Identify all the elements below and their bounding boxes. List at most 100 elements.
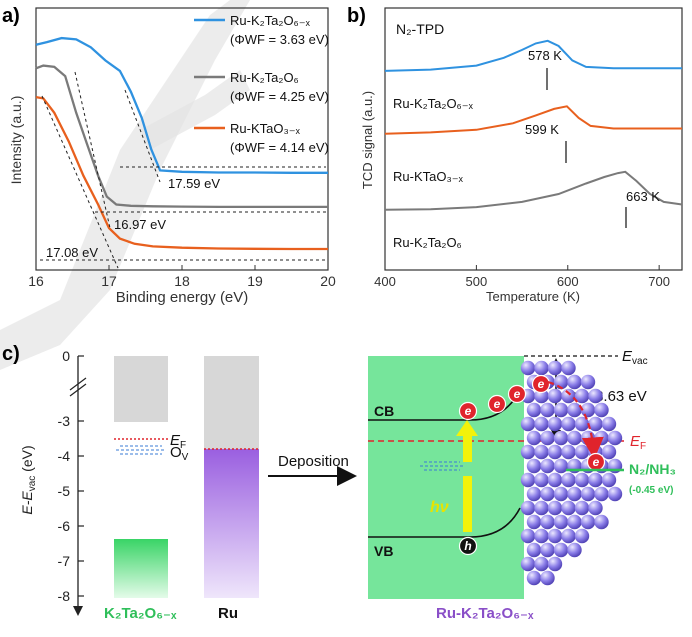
panel-b: b) TCD signal (a.u.) Temperature (K) N₂-…: [347, 5, 683, 304]
ru-upper-block: [204, 356, 259, 449]
ru-atom: [561, 444, 576, 460]
ru-atom: [567, 514, 582, 530]
ru-filled-block: [204, 449, 259, 598]
axis-break-2: [69, 383, 87, 397]
ru-atom: [534, 500, 549, 516]
ru-atom: [607, 486, 623, 502]
ytick-label: -6: [58, 518, 71, 534]
ru-atom: [520, 444, 536, 460]
ru-atom: [601, 416, 617, 432]
ytick-label: -3: [58, 413, 71, 429]
legend-label-orange: Ru-KTaO₃₋ₓ: [230, 121, 301, 136]
deposition-label: Deposition: [278, 453, 349, 470]
cb-label: CB: [374, 403, 394, 419]
panel-a-xlabel: Binding energy (eV): [116, 289, 249, 306]
series-line-blue: [35, 36, 328, 174]
series-line-gray: [384, 170, 683, 211]
electron-ru-surface: e: [531, 374, 551, 394]
watermark-shape-2: [140, 70, 250, 150]
ru-atom: [534, 472, 549, 488]
ru-atom: [574, 500, 590, 516]
ru-atom: [553, 514, 569, 530]
svg-text:h: h: [464, 539, 471, 553]
panel-a-ylabel: Intensity (a.u.): [8, 96, 24, 185]
series-line-blue: [384, 39, 682, 72]
excitation-arrow-shaft-down: [463, 476, 472, 532]
ru-atom: [574, 528, 590, 544]
panel-b-title: N₂-TPD: [396, 21, 444, 37]
ru-atom: [547, 360, 563, 376]
ru-atom: [601, 444, 617, 460]
panel-c-yaxis-arrow: [73, 606, 83, 616]
panel-a-xticks: 16 17 18 19 20: [28, 265, 336, 289]
ru-atom: [574, 444, 590, 460]
electron-reaction: e: [586, 452, 606, 472]
panel-c-yticks: 0 -3 -4 -5 -6 -7 -8: [58, 348, 84, 604]
ru-atom: [574, 388, 590, 404]
ru-atom: [540, 402, 555, 418]
ru-atom: [561, 360, 576, 376]
ru-atom: [580, 374, 596, 390]
valence-band: [368, 507, 521, 538]
ru-atom: [520, 528, 536, 544]
vb-label: VB: [374, 543, 393, 559]
ru-atom: [567, 374, 582, 390]
hole-vb: h: [458, 536, 478, 556]
ru-atom: [547, 500, 563, 516]
ru-atom: [526, 542, 542, 558]
ru-atom: [534, 360, 549, 376]
ru-nanoparticle: [520, 360, 623, 586]
tangent-gray: [74, 71, 111, 229]
tangent-blue: [124, 89, 161, 183]
ru-atom: [574, 472, 590, 488]
cutoff-label-gray: 16.97 eV: [114, 217, 166, 232]
ru-atom: [553, 458, 569, 474]
ru-atom: [594, 514, 609, 530]
ru-atom: [588, 500, 603, 516]
ru-atom: [580, 514, 596, 530]
legend-sub-orange: (ΦWF = 4.14 eV): [230, 140, 329, 155]
ru-atom: [567, 542, 582, 558]
panel-c-label: c): [2, 343, 20, 365]
panel-b-ylabel: TCD signal (a.u.): [360, 91, 375, 189]
ru-atom: [580, 402, 596, 418]
composite-ov-levels: [420, 461, 464, 471]
excitation-arrow-shaft-up: [463, 434, 472, 462]
ru-atom: [540, 486, 555, 502]
electron-path-arrow: [547, 380, 604, 460]
ytick-label: 0: [62, 348, 70, 364]
ru-atom: [574, 416, 590, 432]
panel-a-legend: Ru-K₂Ta₂O₆₋ₓ (ΦWF = 3.63 eV) Ru-K₂Ta₂O₆ …: [194, 13, 329, 155]
xtick-label: 700: [648, 274, 670, 289]
ru-atom: [520, 472, 536, 488]
ru-atom: [567, 402, 582, 418]
ru-atom: [588, 416, 603, 432]
legend-label-blue: Ru-K₂Ta₂O₆₋ₓ: [230, 13, 311, 28]
ru-atom: [561, 416, 576, 432]
ru-atom: [540, 458, 555, 474]
ru-atom: [547, 472, 563, 488]
svg-text:e: e: [593, 455, 600, 469]
panel-b-frame: [384, 7, 683, 271]
legend-sub-gray: (ΦWF = 4.25 eV): [230, 89, 329, 104]
series-line-gray: [35, 64, 328, 209]
series-label-orange: Ru-KTaO₃₋ₓ: [393, 169, 464, 184]
ru-caption: Ru: [218, 605, 238, 622]
ru-atom: [526, 486, 542, 502]
ru-atom: [547, 444, 563, 460]
xtick-label: 400: [374, 274, 396, 289]
oxygen-vacancy-levels: [116, 445, 166, 455]
electron-cb: e: [458, 401, 478, 421]
ru-atom: [594, 486, 609, 502]
ru-atom: [561, 388, 576, 404]
ru-atom: [534, 416, 549, 432]
ru-atom: [520, 500, 536, 516]
legend-label-gray: Ru-K₂Ta₂O₆: [230, 70, 299, 85]
ru-atom: [561, 528, 576, 544]
xtick-label: 17: [101, 273, 117, 289]
svg-text:e: e: [465, 404, 472, 418]
semiconductor-vb-block: [114, 539, 168, 598]
ru-atom: [601, 472, 617, 488]
ru-atom: [520, 416, 536, 432]
cutoff-label-blue: 17.59 eV: [168, 176, 220, 191]
